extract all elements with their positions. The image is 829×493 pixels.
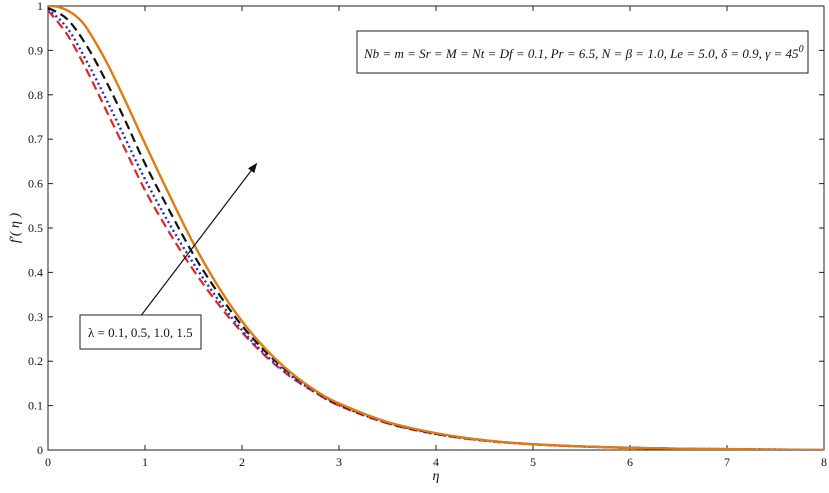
x-tick-label: 2 [239, 455, 245, 469]
y-tick-label: 0.7 [28, 132, 43, 146]
x-tick-label: 8 [821, 455, 827, 469]
y-tick-label: 1 [37, 0, 43, 13]
y-axis-title: f′( η ) [8, 213, 23, 244]
parameter-text: Nb = m = Sr = M = Nt = Df = 0.1, Pr = 6.… [363, 44, 804, 61]
y-tick-label: 0.1 [28, 399, 43, 413]
y-axis-label: f′( η ) [8, 213, 23, 244]
y-tick-label: 0.9 [28, 43, 43, 57]
y-tick-label: 0.4 [28, 265, 43, 279]
y-tick-label: 0 [37, 443, 43, 457]
x-tick-label: 4 [433, 455, 439, 469]
x-tick-label: 7 [724, 455, 730, 469]
parameter-main: Nb = m = Sr = M = Nt = Df = 0.1, Pr = 6.… [363, 46, 799, 61]
x-tick-label: 5 [530, 455, 536, 469]
lambda-label: λ = 0.1, 0.5, 1.0, 1.5 [88, 325, 193, 340]
x-axis-label: η [433, 469, 440, 484]
x-tick-label: 3 [336, 455, 342, 469]
y-tick-label: 0.2 [28, 354, 43, 368]
series-line-4 [48, 6, 824, 450]
x-axis-title: η [433, 469, 440, 484]
parameter-box: Nb = m = Sr = M = Nt = Df = 0.1, Pr = 6.… [356, 30, 809, 74]
series-layer [48, 6, 824, 450]
y-tick-label: 0.6 [28, 177, 43, 191]
y-tick-label: 0.3 [28, 310, 43, 324]
lambda-label-box: λ = 0.1, 0.5, 1.0, 1.5 [79, 314, 202, 350]
axis-tick-labels: 0 1 2 3 4 5 6 7 8 0 0.1 0.2 0.3 0.4 0.5 0.6 0.7 0.8 0.9 1 [28, 0, 827, 469]
parameter-superscript: 0 [799, 44, 804, 55]
y-tick-label: 0.5 [28, 221, 43, 235]
axis-ticks [47, 5, 825, 451]
y-tick-label: 0.8 [28, 88, 43, 102]
x-tick-label: 1 [142, 455, 148, 469]
x-tick-label: 0 [45, 455, 51, 469]
plot-frame [47, 5, 825, 451]
trend-arrow [139, 162, 258, 318]
x-tick-label: 6 [627, 455, 633, 469]
